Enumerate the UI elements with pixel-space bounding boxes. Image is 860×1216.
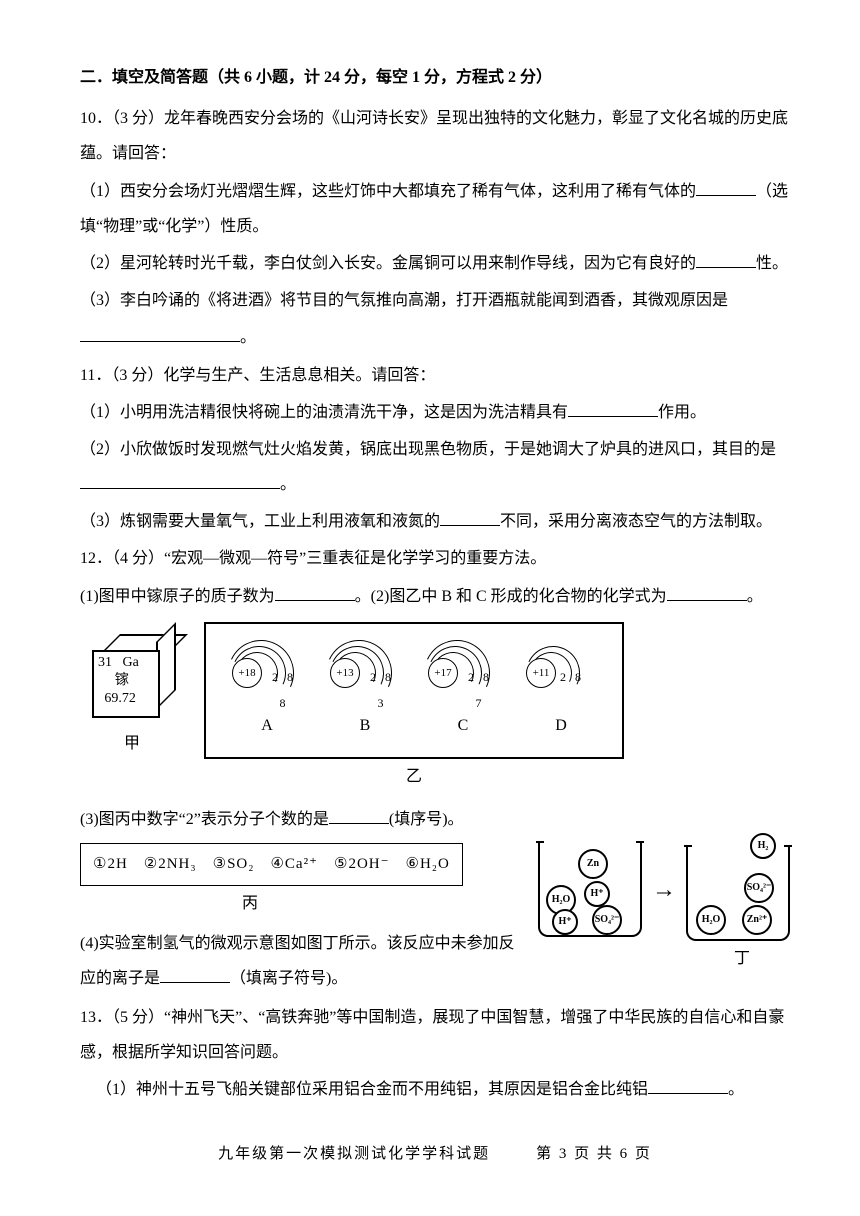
arrow-icon: → [652,864,676,917]
footer-title: 九年级第一次模拟测试化学学科试题 [218,1146,490,1162]
yi-label: 乙 [204,759,624,794]
q12-3a: (3)图丙中数字“2”表示分子个数的是 [80,811,329,828]
particle-h2o-r: H₂O [696,905,726,935]
q10-2a: （2）星河轮转时光千载，李白仗剑入长安。金属铜可以用来制作导线，因为它有良好的 [80,255,696,272]
blank [696,177,756,196]
blank [275,582,355,601]
figure-ding: Zn H₂O H⁺ H⁺ SO₄²⁻ → H₂ SO₄²⁻ H₂O Zn²⁺ 丁 [538,839,790,976]
q12-1c: 。 [747,588,763,605]
blank [667,582,747,601]
nucleus-a: +18 [232,658,262,688]
atom-label-d: D [526,708,596,743]
cube-name: 镓 [115,673,129,688]
shells-b: 2 8 3 [364,664,400,717]
blank [329,806,389,825]
footer-page: 第 3 页 共 6 页 [536,1146,652,1162]
figure-jia-yi: 31 Ga 镓 69.72 甲 +182 8 8 A +132 8 3 B [80,622,790,794]
q11-1: （1）小明用洗洁精很快将碗上的油渍清洗干净，这是因为洗洁精具有 作用。 [80,395,790,430]
q12-1: (1)图甲中镓原子的质子数为 。(2)图乙中 B 和 C 形成的化合物的化学式为 。 [80,579,790,614]
q11-2b: 。 [280,476,296,493]
q10-1a: （1）西安分会场灯光熠熠生辉，这些灯饰中大都填充了稀有气体，这利用了稀有气体的 [80,183,696,200]
q12-3b: (填序号)。 [389,811,464,828]
q12-1b: 。(2)图乙中 B 和 C 形成的化合物的化学式为 [355,588,667,605]
q12-4b: （填离子符号)。 [230,970,347,987]
nucleus-b: +13 [330,658,360,688]
q13-stem: 13．（5 分）“神州飞天”、“高铁奔驰”等中国制造，展现了中国智慧，增强了中华… [80,1000,790,1070]
blank [568,398,658,417]
section-title: 二．填空及简答题（共 6 小题，计 24 分，每空 1 分，方程式 2 分） [80,60,790,95]
q10-1: （1）西安分会场灯光熠熠生辉，这些灯饰中大都填充了稀有气体，这利用了稀有气体的（… [80,174,790,244]
atom-b: +132 8 3 B [330,638,400,743]
q10-3a: （3）李白吟诵的《将进酒》将节目的气氛推向高潮，打开酒瓶就能闻到酒香，其微观原因… [80,292,728,309]
q11-stem: 11．（3 分）化学与生产、生活息息相关。请回答： [80,358,790,393]
atom-d: +112 8 D [526,638,596,743]
q13-1: （1）神州十五号飞船关键部位采用铝合金而不用纯铝，其原因是铝合金比纯铝 。 [80,1072,790,1107]
figure-jia: 31 Ga 镓 69.72 甲 [80,622,184,761]
q11-1a: （1）小明用洗洁精很快将碗上的油渍清洗干净，这是因为洗洁精具有 [80,404,568,421]
q12-bing-ding-row: ①2H ②2NH₃ ③SO₂ ④Ca²⁺ ⑤2OH⁻ ⑥H₂O 丙 (4)实验室… [80,839,790,998]
q12-4: (4)实验室制氢气的微观示意图如图丁所示。该反应中未参加反应的离子是（填离子符号… [80,926,518,996]
element-cube: 31 Ga 镓 69.72 [92,634,172,714]
cube-num: 31 [98,655,112,670]
particle-so4: SO₄²⁻ [592,905,622,935]
q13-1a: （1）神州十五号飞船关键部位采用铝合金而不用纯铝，其原因是铝合金比纯铝 [96,1081,648,1098]
ding-label: 丁 [538,941,790,976]
bing-items: ①2H ②2NH₃ ③SO₂ ④Ca²⁺ ⑤2OH⁻ ⑥H₂O [80,843,463,886]
q12-stem: 12．（4 分）“宏观—微观—符号”三重表征是化学学习的重要方法。 [80,541,790,576]
figure-yi: +182 8 8 A +132 8 3 B +172 8 7 C +112 8 … [204,622,624,794]
particle-h-2: H⁺ [552,909,578,935]
atom-a: +182 8 8 A [232,638,302,743]
q11-3b: 不同，采用分离液态空气的方法制取。 [500,513,772,530]
q11-1b: 作用。 [658,404,706,421]
atom-c: +172 8 7 C [428,638,498,743]
q13-1b: 。 [728,1081,744,1098]
q11-2a: （2）小欣做饭时发现燃气灶火焰发黄，锅底出现黑色物质，于是她调大了炉具的进风口，… [80,441,776,458]
q10-3-blank: 。 [80,320,790,355]
beaker-left: Zn H₂O H⁺ H⁺ SO₄²⁻ [538,843,642,937]
nucleus-d: +11 [526,658,556,688]
blank [696,249,756,268]
beaker-right: SO₄²⁻ H₂O Zn²⁺ [686,847,790,941]
q10-3b: 。 [240,329,256,346]
figure-bing: ①2H ②2NH₃ ③SO₂ ④Ca²⁺ ⑤2OH⁻ ⑥H₂O 丙 [80,843,518,921]
shells-d: 2 8 [560,664,584,690]
bing-label: 丙 [80,886,420,921]
shells-c: 2 8 7 [462,664,498,717]
blank [648,1076,728,1095]
q11-2: （2）小欣做饭时发现燃气灶火焰发黄，锅底出现黑色物质，于是她调大了炉具的进风口，… [80,432,790,502]
q10-2: （2）星河轮转时光千载，李白仗剑入长安。金属铜可以用来制作导线，因为它有良好的 性… [80,246,790,281]
jia-label: 甲 [80,726,184,761]
shells-a: 2 8 8 [266,664,302,717]
blank [80,470,280,489]
particle-h-1: H⁺ [584,881,610,907]
nucleus-c: +17 [428,658,458,688]
blank [440,508,500,527]
cube-mass: 69.72 [104,691,136,706]
blank [160,964,230,983]
particle-so4-r: SO₄²⁻ [744,873,774,903]
q11-3a: （3）炼钢需要大量氧气，工业上利用液氧和液氮的 [80,513,440,530]
q11-3: （3）炼钢需要大量氧气，工业上利用液氧和液氮的 不同，采用分离液态空气的方法制取。 [80,504,790,539]
particle-zn: Zn [578,849,608,879]
particle-zn2: Zn²⁺ [742,905,772,935]
blank [80,324,240,343]
q10-3: （3）李白吟诵的《将进酒》将节目的气氛推向高潮，打开酒瓶就能闻到酒香，其微观原因… [80,283,790,318]
page-footer: 九年级第一次模拟测试化学学科试题 第 3 页 共 6 页 [80,1138,790,1171]
q12-3: (3)图丙中数字“2”表示分子个数的是 (填序号)。 [80,802,790,837]
cube-sym: Ga [123,655,139,670]
q10-stem: 10．（3 分）龙年春晚西安分会场的《山河诗长安》呈现出独特的文化魅力，彰显了文… [80,101,790,171]
q10-2b: 性。 [756,255,788,272]
q12-1a: (1)图甲中镓原子的质子数为 [80,588,275,605]
